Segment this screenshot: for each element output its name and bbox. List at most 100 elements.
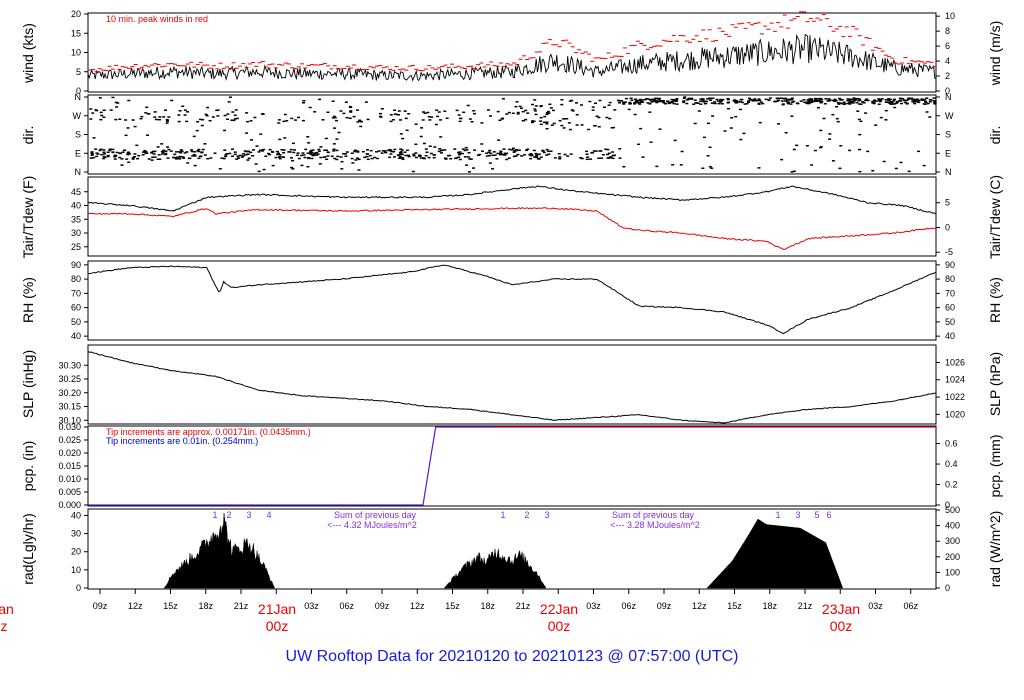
dir-ylabel-right: dir. <box>987 126 1003 145</box>
temp-ylabel: Tair/Tdew (F) <box>20 176 36 258</box>
y-tick-label-right: 1020 <box>945 409 965 419</box>
y-tick-label: 50 <box>71 317 81 327</box>
footer-title: UW Rooftop Data for 20210120 to 20210123… <box>285 648 739 665</box>
rad-markers: 1 2 3 4 1 2 3 1 3 5 6 <box>212 510 831 520</box>
y-tick-label: 30 <box>71 529 81 539</box>
y-tick-label: S <box>75 130 81 140</box>
y-tick-label: 10 <box>71 565 81 575</box>
hour-label-22jan: 00z <box>548 618 571 634</box>
slp-ylabel: SLP (inHg) <box>20 350 36 418</box>
pcp-ylabel-right: pcp. (mm) <box>987 435 1003 498</box>
x-tick-label: 12z <box>128 601 143 611</box>
y-tick-label-right: E <box>945 148 951 158</box>
rad-marker: 6 <box>826 510 831 520</box>
x-tick-label: 15z <box>445 601 460 611</box>
y-tick-label: 40 <box>71 510 81 520</box>
x-tick-label: 09z <box>375 601 390 611</box>
y-tick-label: 0.010 <box>58 474 81 484</box>
rad-sum-value-1: <--- 4.32 MJoules/m^2 <box>327 520 417 530</box>
rad-area-2 <box>706 518 844 589</box>
slp-line-0 <box>87 350 937 424</box>
y-tick-label: 0.030 <box>58 422 81 432</box>
pcp-ylabel: pcp. (in) <box>20 441 36 492</box>
x-tick-label: 15z <box>727 601 742 611</box>
slp-ylabel-right: SLP (hPa) <box>987 352 1003 416</box>
x-tick-label: 09z <box>657 601 672 611</box>
rh-line-0 <box>87 264 937 335</box>
y-tick-label-right: 0 <box>945 222 950 232</box>
y-tick-label-right: 0 <box>945 86 950 96</box>
y-tick-label: N <box>75 167 82 177</box>
rad-marker: 1 <box>212 510 217 520</box>
y-tick-label: 30.20 <box>58 388 81 398</box>
x-tick-label: 12z <box>410 601 425 611</box>
wind-panel <box>87 12 937 93</box>
x-tick-label: 12z <box>692 601 707 611</box>
y-axis-titles: wind (kts) wind (m/s) dir. dir. Tair/Tde… <box>20 21 1003 588</box>
y-tick-label-right: 0.2 <box>945 480 958 490</box>
rad-marker: 3 <box>544 510 549 520</box>
x-tick-label: 15z <box>163 601 178 611</box>
wind-annotation: 10 min. peak winds in red <box>106 14 208 24</box>
slp-panel <box>87 344 937 425</box>
rad-marker: 3 <box>246 510 251 520</box>
y-tick-label: 0.020 <box>58 448 81 458</box>
temp-panel <box>87 176 937 257</box>
y-tick-label: 0.000 <box>58 500 81 510</box>
x-tick-label: 03z <box>586 601 601 611</box>
y-tick-label-right: 50 <box>945 317 955 327</box>
temp-ylabel-right: Tair/Tdew (C) <box>987 175 1003 259</box>
temp-line-1 <box>87 206 937 251</box>
y-tick-label-right: 0.6 <box>945 439 958 449</box>
y-tick-label-right: -5 <box>945 247 953 257</box>
y-tick-label-right: 70 <box>945 288 955 298</box>
hour-label-23jan: 00z <box>830 618 853 634</box>
x-tick-label: 21z <box>234 601 249 611</box>
y-tick-label-right: 6 <box>945 41 950 51</box>
wind-ylabel: wind (kts) <box>20 23 36 84</box>
y-tick-label-right: 40 <box>945 331 955 341</box>
y-tick-label: 0 <box>76 583 81 593</box>
panel-frames <box>87 12 937 590</box>
pcp-annotation-red: Tip increments are approx. 0.00171in. (0… <box>106 427 311 437</box>
dir-ylabel: dir. <box>20 126 36 145</box>
day-label-22jan: 22Jan <box>540 601 578 617</box>
rad-marker: 1 <box>775 510 780 520</box>
x-tick-label: 18z <box>762 601 777 611</box>
rad-marker: 4 <box>266 510 271 520</box>
rad-marker: 1 <box>500 510 505 520</box>
y-tick-label-right: 400 <box>945 521 960 531</box>
y-tick-label: 0 <box>76 86 81 96</box>
y-tick-label-right: W <box>945 111 954 121</box>
y-tick-label: 40 <box>71 331 81 341</box>
rad-sum-value-2: <--- 3.28 MJoules/m^2 <box>610 520 700 530</box>
y-tick-label: 40 <box>71 201 81 211</box>
y-tick-label-right: S <box>945 130 951 140</box>
y-tick-label-right: 0 <box>945 583 950 593</box>
y-tick-label: 20 <box>71 547 81 557</box>
x-tick-label: 18z <box>480 601 495 611</box>
rad-marker: 5 <box>814 510 819 520</box>
rh-ylabel-right: RH (%) <box>987 277 1003 323</box>
rad-area-0 <box>163 512 275 589</box>
y-tick-label-right: 100 <box>945 567 960 577</box>
x-tick-label: 06z <box>621 601 636 611</box>
y-tick-label-right: N <box>945 92 952 102</box>
y-tick-label: 0.015 <box>58 461 81 471</box>
y-tick-label: 35 <box>71 214 81 224</box>
y-tick-label: W <box>73 111 82 121</box>
day-label-21jan: 21Jan <box>258 601 296 617</box>
rad-sum-label-2: Sum of previous day <box>612 510 695 520</box>
wind-ylabel-right: wind (m/s) <box>987 21 1003 87</box>
rad-ylabel: rad(Lgly/hr) <box>20 513 36 585</box>
x-tick-label: 18z <box>198 601 213 611</box>
temp-line-0 <box>87 185 937 215</box>
y-tick-label-right: 80 <box>945 274 955 284</box>
dir-panel <box>87 94 937 175</box>
y-tick-label: 30.30 <box>58 360 81 370</box>
y-tick-label-right: 1026 <box>945 357 965 367</box>
hour-label-cut: z <box>1 618 8 634</box>
rad-marker: 2 <box>226 510 231 520</box>
y-tick-label: 0.005 <box>58 487 81 497</box>
